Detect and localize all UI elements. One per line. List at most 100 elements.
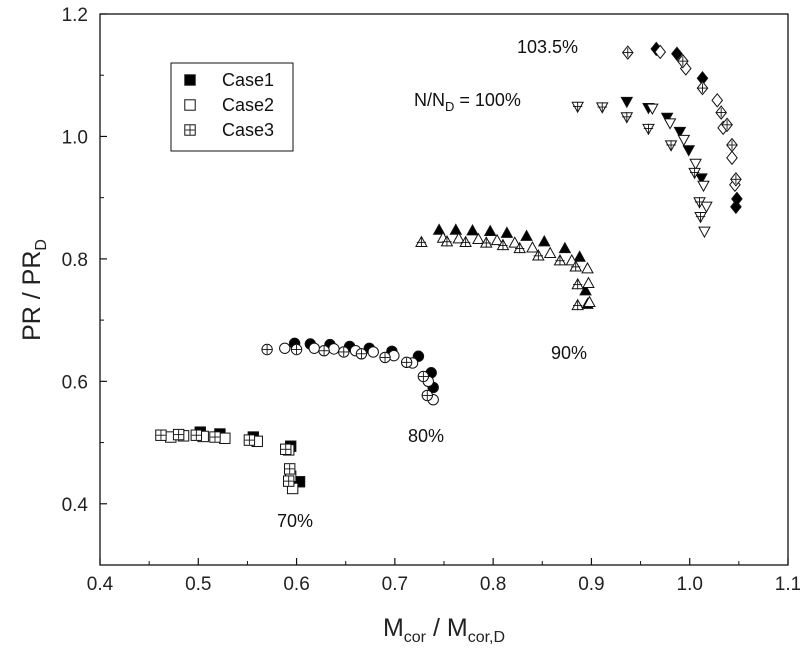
data-point [677,134,691,147]
annotation-70: 70% [277,511,313,531]
data-point [676,53,689,69]
y-axis-title-main: PR / PR [18,251,46,341]
data-point [726,150,738,166]
data-point [620,96,634,109]
data-point [730,171,742,187]
y-tick-label: 1.2 [62,5,88,26]
data-point [219,432,231,444]
data-point [400,356,413,369]
data-point [526,241,539,253]
legend-marker-case1 [184,74,196,86]
data-point [581,261,594,274]
annotation-100: N/ND = 100% [414,90,521,114]
data-point [466,223,479,236]
data-point [621,45,634,60]
data-point [573,250,586,262]
data-point [694,211,707,224]
data-point [689,158,702,171]
data-point [338,346,350,358]
data-point [726,137,738,153]
data-point [532,249,545,261]
y-tick-label: 0.8 [62,250,88,271]
data-point [283,463,296,475]
data-point [579,283,592,296]
data-point [513,241,526,254]
data-point [671,46,683,62]
annotation-80: 80% [408,426,444,446]
series-case3 [155,45,742,487]
data-point [642,123,655,136]
data-point [571,101,584,114]
x-tick-label: 0.5 [185,574,211,595]
y-tick-label: 1.0 [62,127,88,148]
data-point [243,434,256,446]
data-point [663,118,677,130]
data-point [379,351,391,364]
x-tick-label: 0.7 [382,574,408,595]
data-point [449,223,463,235]
data-point [695,173,708,185]
data-point [261,343,273,356]
legend-label-case1: Case1 [222,70,274,90]
annotation-90: 90% [551,343,587,363]
data-point [711,93,724,108]
data-point [472,232,485,244]
data-point [283,475,295,487]
data-point [290,343,303,356]
data-point [417,370,430,383]
data-point [595,102,609,114]
data-point [355,348,368,360]
data-point [367,346,379,358]
x-axis-title: Mcor / Mcor,D [383,614,505,646]
series-case2 [165,44,741,495]
legend-marker-case3 [184,124,196,136]
data-point [500,226,514,238]
x-tick-label: 0.9 [578,574,604,595]
legend-label-case3: Case3 [222,120,274,140]
data-point [520,229,533,241]
data-point [688,167,701,180]
data-point [308,342,320,354]
data-point [664,140,678,152]
y-tick-label: 0.4 [62,495,89,516]
axis-ticks: 0.4 0.5 0.6 0.7 0.8 0.9 1.0 1.1 0.4 0.6 0.8 1.0 1.2 [62,5,800,595]
annotation-100-rest: = 100% [454,90,521,110]
x-axis-title-mid: / M [426,614,468,642]
x-tick-label: 1.0 [677,574,703,595]
legend: Case1 Case2 Case3 [170,62,294,152]
annotation-100-sub: D [445,99,454,114]
y-tick-label: 0.6 [62,372,88,393]
data-point [660,112,674,125]
data-point [693,197,706,209]
x-tick-label: 0.6 [283,574,309,595]
data-point [432,223,446,235]
data-point [328,343,340,355]
x-axis-title-sub1: cor [404,629,427,646]
data-point [700,201,713,213]
data-point [190,429,203,441]
data-points [155,41,743,495]
data-point [571,298,584,311]
annotation-100-main: N/N [414,90,445,110]
data-point [698,226,711,239]
data-point [583,295,596,308]
data-point [730,199,742,215]
data-point [558,241,572,254]
data-point [479,236,493,248]
data-point [483,224,497,236]
data-point [155,429,167,441]
series-case1 [194,41,743,488]
data-point [571,277,584,290]
data-point [721,117,733,133]
data-point [440,234,454,247]
data-point [696,80,709,96]
data-point [280,443,292,455]
data-point [415,235,428,248]
x-tick-label: 0.4 [87,574,114,595]
x-tick-label: 1.1 [775,574,800,595]
data-point [553,253,567,266]
legend-label-case2: Case2 [222,95,274,115]
data-point [543,246,557,259]
data-point [490,233,504,246]
